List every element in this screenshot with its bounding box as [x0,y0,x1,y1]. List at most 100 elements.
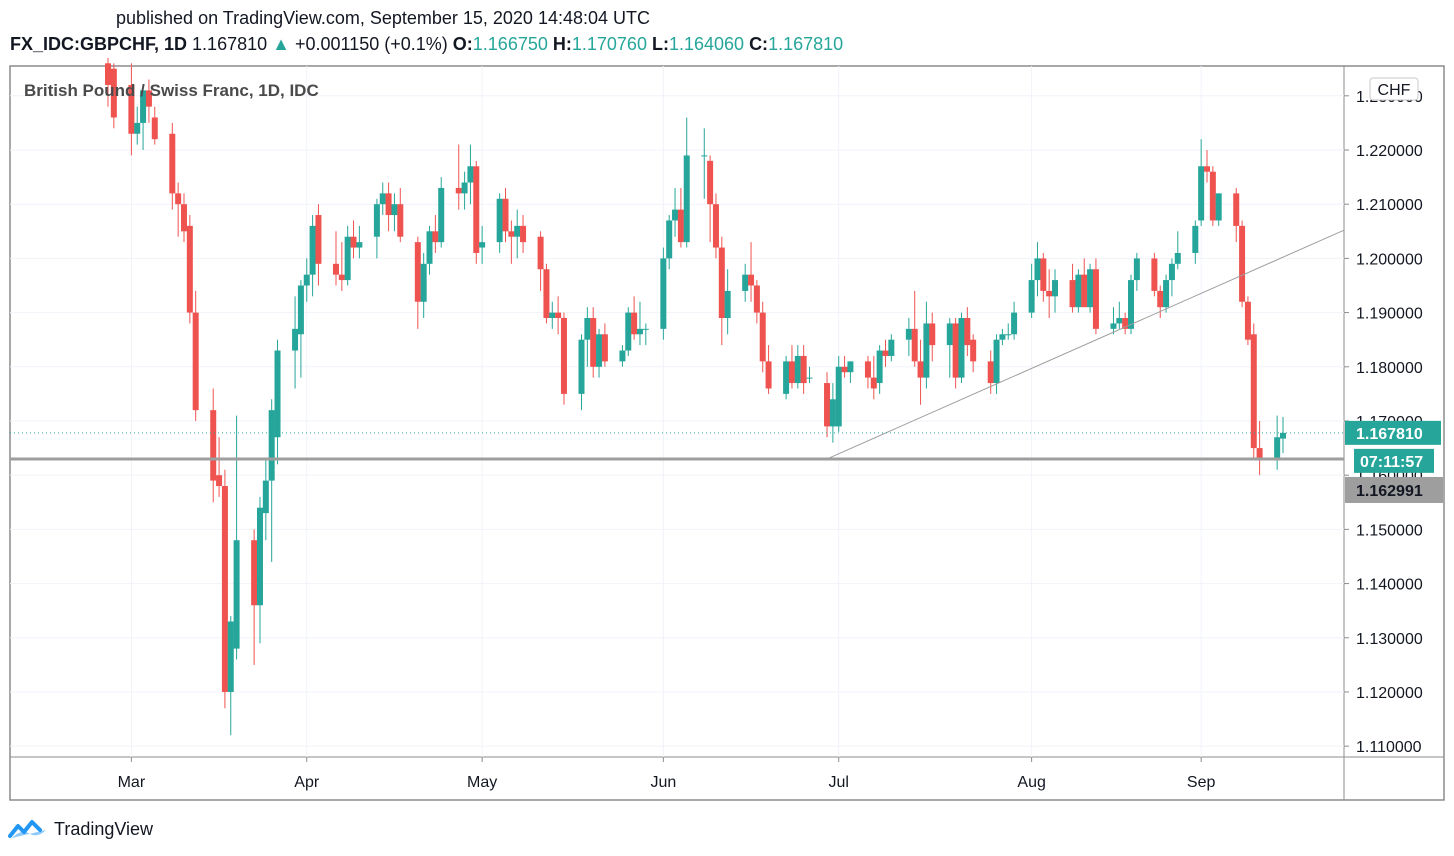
candle-body [1040,258,1047,291]
candle-body [660,258,667,329]
candle [806,366,813,384]
candle [1069,263,1076,313]
candle [788,345,795,389]
candle-body [952,323,959,378]
y-tick-label: 1.210000 [1356,197,1423,214]
candle-body [1256,448,1263,459]
candle-body [1116,318,1123,324]
candle [759,301,766,373]
candle [619,345,626,367]
candle-body [701,155,708,157]
last-price-badge-bg [1345,420,1441,445]
y-tick-label: 1.140000 [1356,577,1423,594]
candle [221,469,228,709]
candle-body [145,90,152,107]
x-tick-label: Jul [828,774,848,791]
y-tick-label: 1.220000 [1356,143,1423,160]
candle-body [1233,193,1240,226]
candle [870,355,877,400]
candle [379,182,386,216]
candle-body [274,350,281,438]
last-price: 1.167810 [192,34,268,54]
candle-body [268,410,275,481]
candle [1157,285,1164,319]
candle [1280,416,1286,454]
candle-body [917,361,924,378]
candle-body [1198,166,1205,221]
candle-body [642,328,649,330]
candle [642,323,649,346]
candle [180,193,187,243]
candle-body [344,236,351,281]
candle-body [601,334,608,362]
candle-body [964,318,971,346]
candle-body [338,274,345,281]
candle [829,383,836,443]
candle [1204,150,1211,183]
candle-body [1274,437,1281,459]
candle [864,355,871,389]
candle-body [227,621,234,692]
candle-body [783,361,790,394]
candle [660,247,667,340]
candle [1244,296,1251,346]
candle [520,215,527,253]
candle-body [835,366,842,427]
candle-body [596,334,603,367]
candle [701,128,708,199]
candle-body [192,312,199,411]
y-tick-label: 1.110000 [1356,739,1422,756]
candle-body [1122,318,1129,329]
candle-body [479,242,486,248]
candle-body [1151,258,1158,291]
candle-body [303,274,310,286]
candle-body [999,334,1006,340]
candle-body [636,328,643,335]
candle-body [1011,312,1018,335]
candle [175,182,182,237]
candle-body [1046,290,1053,297]
candle [999,328,1006,346]
candle [929,312,936,362]
candle [537,231,544,291]
candle-body [391,204,398,216]
candle [876,345,883,394]
candle [414,236,421,329]
candle [1163,274,1170,313]
candle-body [140,90,147,123]
tradingview-brand: TradingView [54,818,154,839]
candle [461,171,468,210]
countdown-badge-bg [1354,448,1434,473]
countdown-badge-label: 07:11:57 [1360,454,1423,471]
published-caption: published on TradingView.com, September … [116,8,651,28]
y-tick-label: 1.200000 [1356,251,1423,268]
horizontal-line-badge-label: 1.162991 [1356,483,1423,500]
candle [753,280,760,324]
candle-body [397,204,404,237]
candle [128,63,135,156]
candle-body [385,193,392,216]
currency-badge-label: CHF [1378,82,1411,99]
last-price-badge-label: 1.167810 [1356,426,1423,443]
candle-body [1157,290,1164,308]
candle-body [332,263,339,275]
candle-body [765,361,772,389]
candle [391,193,398,232]
horizontal-line-badge-bg [1345,476,1443,503]
candle [268,399,275,562]
candle [134,106,141,145]
candle-body [1244,301,1251,340]
candle-body [105,63,111,85]
candle [1005,323,1012,340]
candle [473,160,480,264]
candle [964,307,971,356]
candle [262,458,269,541]
candle [1122,312,1129,335]
candle-body [514,225,521,237]
y-tick-label: 1.120000 [1356,685,1423,702]
candle [783,355,790,400]
candle [1256,420,1263,476]
x-tick-label: Jun [650,774,676,791]
candle-body [987,361,994,384]
